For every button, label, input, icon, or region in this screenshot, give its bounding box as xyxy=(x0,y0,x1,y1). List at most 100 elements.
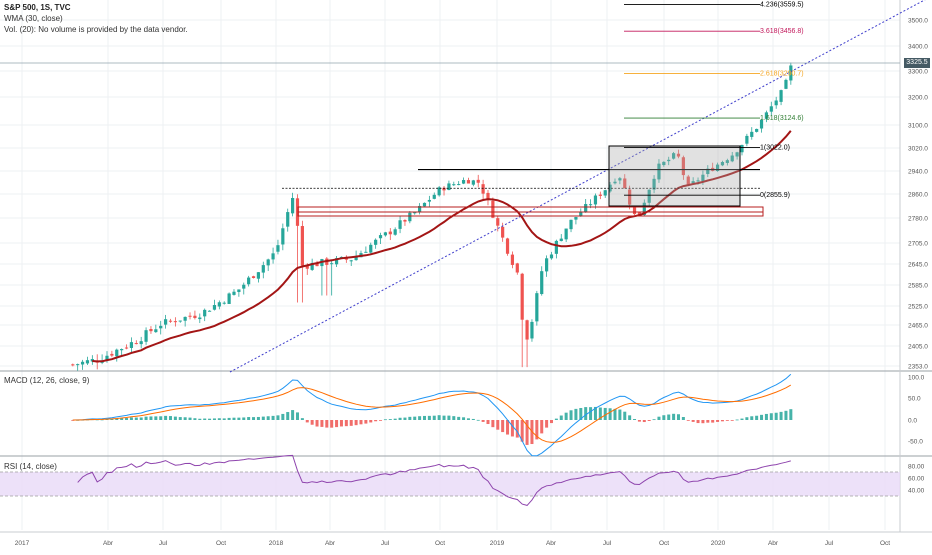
macd-histogram-bar xyxy=(271,415,275,420)
macd-title[interactable]: MACD (12, 26, close, 9) xyxy=(4,376,90,385)
candle-body xyxy=(715,164,720,172)
candle-body xyxy=(466,180,471,184)
macd-histogram-bar xyxy=(549,420,553,424)
time-axis-label: Jul xyxy=(159,540,168,547)
fib-level-label: 3.618(3456.8) xyxy=(760,28,804,35)
candle-body xyxy=(642,202,646,216)
macd-histogram-bar xyxy=(125,417,129,420)
macd-histogram-bar xyxy=(760,414,764,420)
candle-body xyxy=(588,204,593,206)
macd-histogram-bar xyxy=(642,420,646,423)
candle-body xyxy=(354,256,358,261)
macd-line xyxy=(72,373,792,457)
macd-histogram-bar xyxy=(584,407,588,420)
macd-histogram-bar xyxy=(711,420,715,423)
macd-histogram-bar xyxy=(427,415,431,420)
macd-histogram-bar xyxy=(750,416,754,420)
candle-body xyxy=(310,262,314,270)
macd-histogram-bar xyxy=(437,415,441,420)
candle-body xyxy=(618,178,622,181)
macd-histogram-bar xyxy=(198,418,202,420)
candle-body xyxy=(750,131,754,137)
last-price-badge: 3325.5 xyxy=(904,58,930,68)
candle-body xyxy=(759,119,764,129)
macd-histogram-bar xyxy=(667,414,671,420)
candle-body xyxy=(540,271,544,295)
macd-histogram-bar xyxy=(149,416,153,420)
candle-body xyxy=(188,315,192,317)
macd-histogram-bar xyxy=(496,420,500,430)
macd-histogram-bar xyxy=(735,419,739,421)
candle-body xyxy=(300,226,304,266)
candle-body xyxy=(574,217,578,220)
macd-histogram-bar xyxy=(540,420,544,434)
symbol-title[interactable]: S&P 500, 1S, TVC xyxy=(4,3,71,12)
volume-legend[interactable]: Vol. (20): No volume is provided by the … xyxy=(4,25,188,34)
macd-histogram-bar xyxy=(725,420,729,421)
macd-histogram-bar xyxy=(491,420,495,428)
time-axis-label: Oct xyxy=(216,540,226,547)
time-axis-label: Oct xyxy=(880,540,890,547)
candle-body xyxy=(334,258,339,265)
candle-body xyxy=(207,310,212,312)
candle-body xyxy=(422,202,427,207)
macd-histogram-bar xyxy=(554,418,558,420)
macd-histogram-bar xyxy=(344,420,348,427)
macd-histogram-bar xyxy=(398,417,402,420)
candle-body xyxy=(652,178,656,190)
macd-histogram-bar xyxy=(110,418,114,420)
macd-histogram xyxy=(71,406,793,445)
macd-histogram-bar xyxy=(222,418,226,420)
macd-histogram-bar xyxy=(183,417,187,420)
candle-body xyxy=(120,348,124,351)
macd-histogram-bar xyxy=(286,412,290,420)
rsi-axis-tick: 60.00 xyxy=(908,476,925,483)
candle-body xyxy=(173,321,177,323)
rsi-title[interactable]: RSI (14, close) xyxy=(4,462,57,471)
macd-histogram-bar xyxy=(476,419,480,421)
candle-body xyxy=(383,232,388,236)
candle-body xyxy=(442,187,446,191)
macd-histogram-bar xyxy=(662,415,666,420)
price-axis-tick: 3100.0 xyxy=(908,123,928,130)
candle-body xyxy=(305,266,309,269)
candle-body xyxy=(774,100,778,106)
macd-histogram-bar xyxy=(608,408,612,420)
candle-body xyxy=(681,157,685,176)
candle-body xyxy=(256,272,261,279)
macd-histogram-bar xyxy=(442,415,446,420)
macd-histogram-bar xyxy=(173,416,177,420)
candle-body xyxy=(217,302,221,307)
macd-histogram-bar xyxy=(256,416,260,420)
macd-histogram-bar xyxy=(237,417,241,420)
price-axis-tick: 3020.0 xyxy=(908,146,928,153)
candle-body xyxy=(701,174,705,181)
candle-body xyxy=(403,219,407,222)
candle-body xyxy=(115,349,119,357)
macd-histogram-bar xyxy=(115,418,119,420)
candle-body xyxy=(291,197,295,214)
macd-histogram-bar xyxy=(330,420,334,428)
price-axis-tick: 2465.0 xyxy=(908,323,928,330)
candle-body xyxy=(657,163,661,180)
macd-histogram-bar xyxy=(672,413,676,420)
macd-histogram-bar xyxy=(764,413,768,420)
candle-body xyxy=(183,316,187,321)
candle-body xyxy=(80,361,85,365)
candle-body xyxy=(457,184,461,186)
fib-level-label: 4.236(3559.5) xyxy=(760,2,804,9)
macd-histogram-bar xyxy=(232,417,236,420)
candle-body xyxy=(676,153,681,157)
candle-body xyxy=(789,65,793,81)
candle-body xyxy=(593,195,598,205)
macd-histogram-bar xyxy=(471,418,475,420)
macd-histogram-bar xyxy=(633,419,637,420)
time-axis-label: 2020 xyxy=(711,540,726,547)
candle-body xyxy=(471,180,475,185)
macd-histogram-bar xyxy=(335,420,339,428)
macd-histogram-bar xyxy=(295,412,299,420)
candle-body xyxy=(203,309,207,317)
wma-legend[interactable]: WMA (30, close) xyxy=(4,14,63,23)
